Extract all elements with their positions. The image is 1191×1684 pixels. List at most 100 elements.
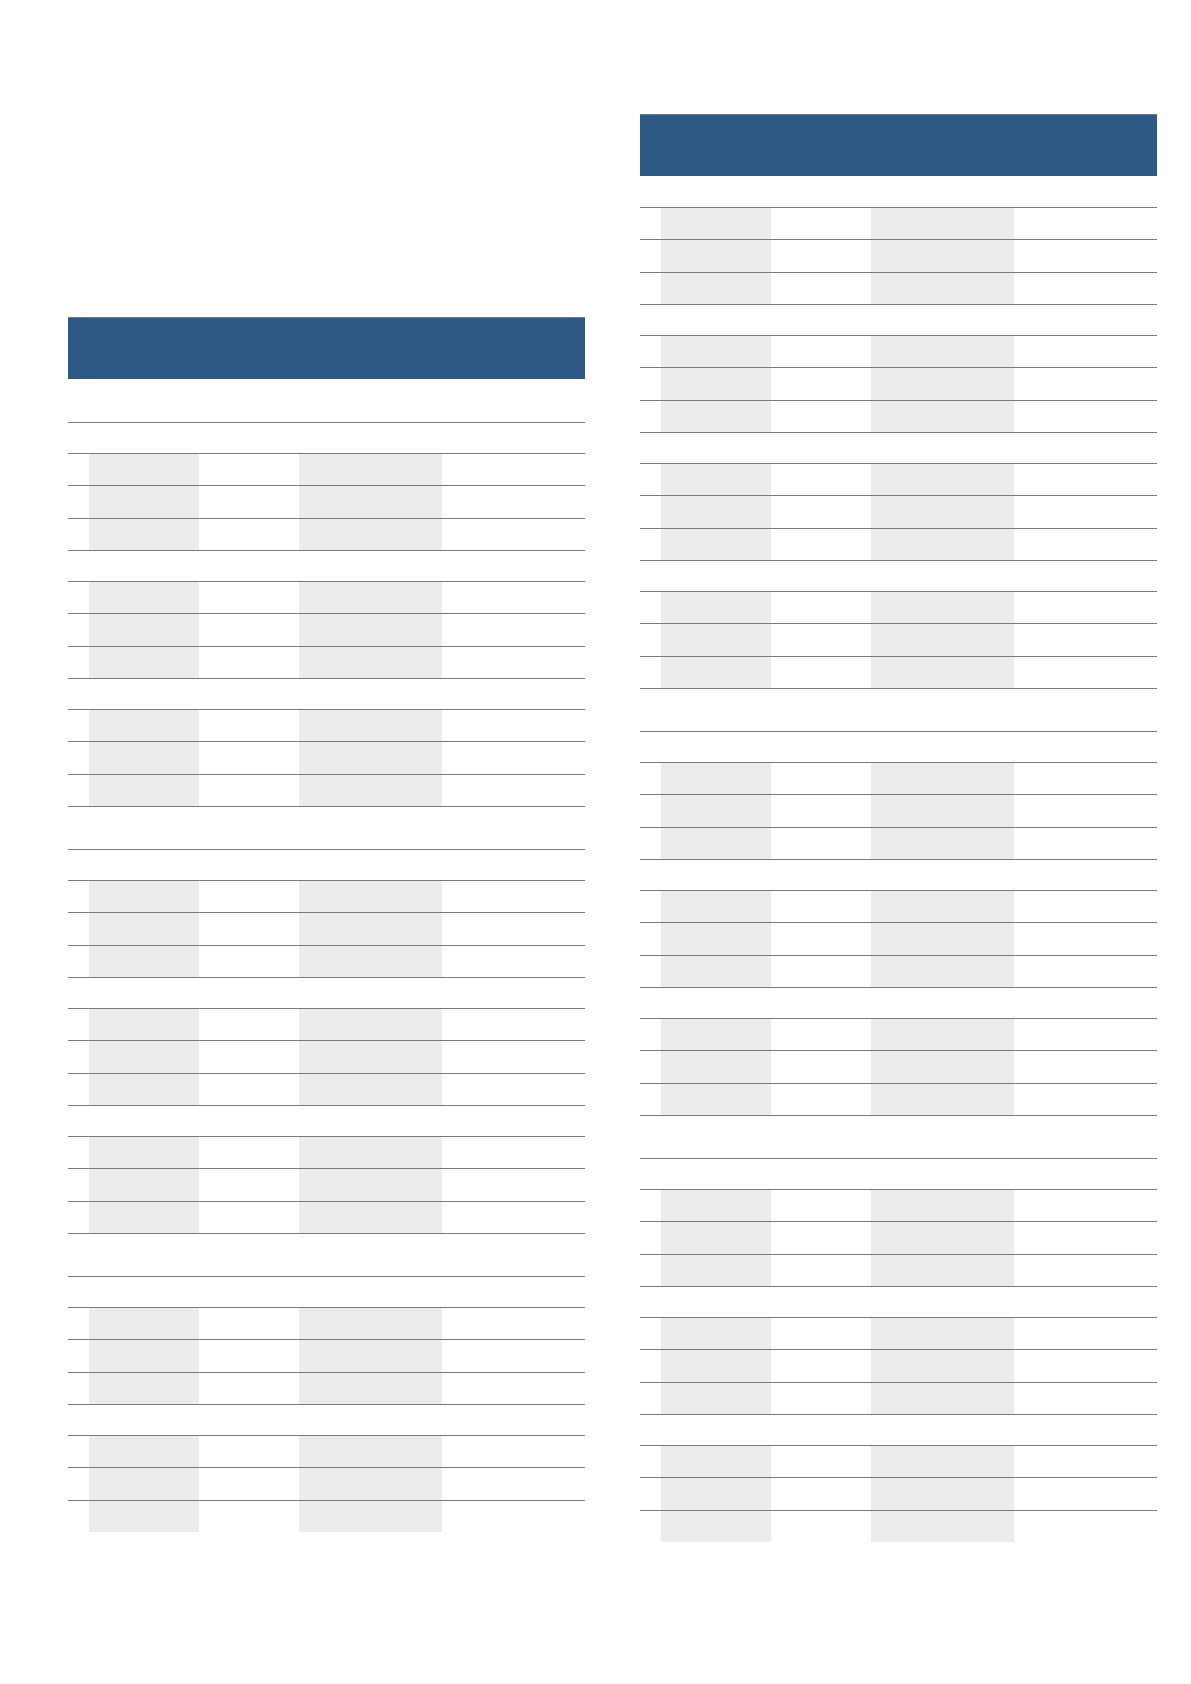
- shaded-cell: [299, 774, 442, 806]
- table-row: [640, 794, 1157, 827]
- shaded-cell: [299, 1468, 442, 1500]
- shaded-cell: [661, 1350, 771, 1382]
- table-row: [640, 1221, 1157, 1254]
- shaded-cell: [89, 1169, 199, 1201]
- table-row: [68, 1040, 585, 1073]
- shaded-cell: [871, 335, 1014, 367]
- shaded-cell: [299, 518, 442, 550]
- table-row: [640, 590, 1157, 623]
- subgroup-header-row: [68, 1404, 585, 1435]
- subgroup-header-row: [640, 1414, 1157, 1445]
- shaded-cell: [661, 496, 771, 528]
- table-header-band: [640, 114, 1157, 176]
- table-row: [640, 1509, 1157, 1542]
- shaded-cell: [89, 518, 199, 550]
- shaded-cell: [661, 400, 771, 432]
- shaded-cell: [299, 1435, 442, 1467]
- table-header-band: [68, 317, 585, 379]
- shaded-cell: [299, 1073, 442, 1105]
- shaded-cell: [661, 335, 771, 367]
- shaded-cell: [661, 624, 771, 656]
- shaded-cell: [661, 1018, 771, 1050]
- shaded-cell: [871, 207, 1014, 239]
- shaded-cell: [871, 1478, 1014, 1510]
- shaded-cell: [299, 1041, 442, 1073]
- shaded-cell: [871, 795, 1014, 827]
- shaded-cell: [661, 207, 771, 239]
- shaded-cell: [661, 240, 771, 272]
- shaded-cell: [89, 1136, 199, 1168]
- table-row: [640, 334, 1157, 367]
- shaded-cell: [871, 1189, 1014, 1221]
- shaded-cell: [299, 581, 442, 613]
- table-row: [68, 452, 585, 485]
- shaded-cell: [871, 368, 1014, 400]
- table-row: [640, 462, 1157, 495]
- shaded-cell: [299, 1169, 442, 1201]
- table-row: [640, 1444, 1157, 1477]
- shaded-cell: [871, 1018, 1014, 1050]
- shaded-cell: [871, 272, 1014, 304]
- subgroup-header-row: [68, 1105, 585, 1136]
- shaded-cell: [299, 1340, 442, 1372]
- subgroup-header-row: [68, 550, 585, 581]
- table-row: [68, 1339, 585, 1372]
- table-row: [68, 944, 585, 977]
- table-row: [640, 922, 1157, 955]
- shaded-cell: [871, 624, 1014, 656]
- subgroup-header-row: [640, 432, 1157, 463]
- table-row: [68, 1467, 585, 1500]
- shaded-cell: [661, 923, 771, 955]
- shaded-cell: [299, 913, 442, 945]
- table-row: [640, 495, 1157, 528]
- table-row: [640, 889, 1157, 922]
- subgroup-header-row: [640, 731, 1157, 762]
- table-row: [68, 580, 585, 613]
- subgroup-header-row: [68, 849, 585, 880]
- subgroup-header-row: [68, 977, 585, 1008]
- left-table: [68, 317, 585, 1532]
- shaded-cell: [661, 656, 771, 688]
- shaded-cell: [299, 1136, 442, 1168]
- shaded-cell: [871, 1222, 1014, 1254]
- shaded-cell: [89, 614, 199, 646]
- subgroup-header-row: [640, 987, 1157, 1018]
- shaded-cell: [871, 591, 1014, 623]
- shaded-cell: [661, 795, 771, 827]
- shaded-cell: [89, 1008, 199, 1040]
- section-header-row: [68, 806, 585, 849]
- shaded-cell: [661, 827, 771, 859]
- shaded-cell: [89, 1201, 199, 1233]
- shaded-cell: [871, 528, 1014, 560]
- subgroup-header-row: [640, 859, 1157, 890]
- table-row: [640, 1188, 1157, 1221]
- section-header-row: [68, 379, 585, 422]
- shaded-cell: [89, 1372, 199, 1404]
- table-row: [68, 1168, 585, 1201]
- shaded-cell: [299, 1500, 442, 1532]
- subgroup-header-row: [68, 1276, 585, 1307]
- subgroup-header-row: [640, 304, 1157, 335]
- shaded-cell: [299, 614, 442, 646]
- shaded-cell: [661, 528, 771, 560]
- shaded-cell: [299, 646, 442, 678]
- table-row: [68, 485, 585, 518]
- shaded-cell: [661, 955, 771, 987]
- table-row: [640, 623, 1157, 656]
- shaded-cell: [871, 1317, 1014, 1349]
- subgroup-header-row: [68, 422, 585, 453]
- shaded-cell: [89, 880, 199, 912]
- table-row: [640, 1316, 1157, 1349]
- table-row: [640, 761, 1157, 794]
- shaded-cell: [661, 368, 771, 400]
- shaded-cell: [89, 646, 199, 678]
- table-row: [68, 1371, 585, 1404]
- table-row: [68, 912, 585, 945]
- shaded-cell: [661, 272, 771, 304]
- table-row: [68, 1200, 585, 1233]
- table-row: [640, 1253, 1157, 1286]
- shaded-cell: [871, 827, 1014, 859]
- table-row: [68, 773, 585, 806]
- shaded-cell: [871, 1350, 1014, 1382]
- shaded-cell: [661, 1222, 771, 1254]
